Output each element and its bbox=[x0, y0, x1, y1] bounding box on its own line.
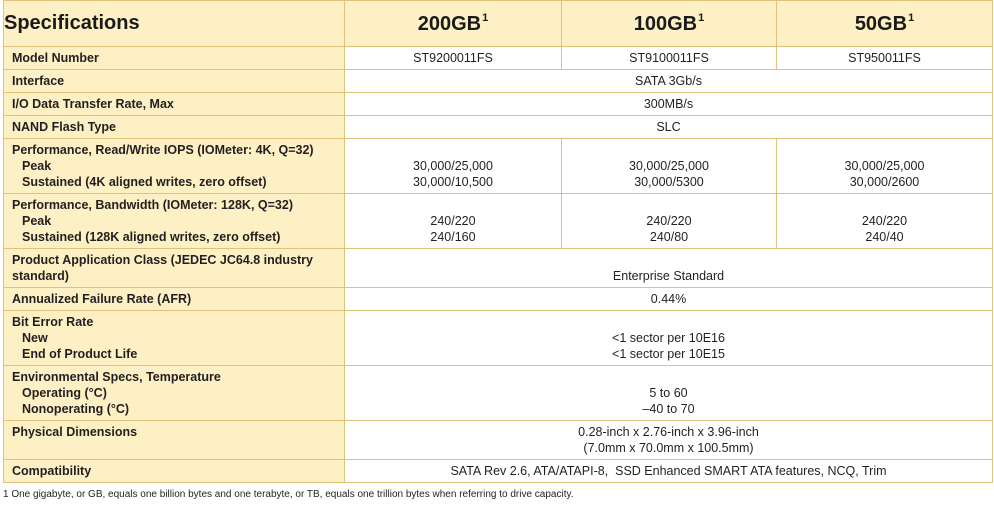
footnote-marker: 1 bbox=[908, 11, 915, 24]
cell-100gb: 240/220 240/80 bbox=[561, 193, 777, 249]
row-label: Performance, Read/Write IOPS (IOMeter: 4… bbox=[3, 138, 345, 194]
row-label-sub: Peak bbox=[22, 159, 52, 173]
row-label-sub: Sustained (128K aligned writes, zero off… bbox=[22, 230, 281, 244]
cell-all: <1 sector per 10E16 <1 sector per 10E15 bbox=[344, 310, 993, 366]
row-label: I/O Data Transfer Rate, Max bbox=[3, 92, 345, 116]
cell-50gb: 30,000/25,000 30,000/2600 bbox=[776, 138, 993, 194]
cell-50gb: ST950011FS bbox=[776, 46, 993, 70]
row-nand-type: NAND Flash Type SLC bbox=[3, 115, 993, 139]
row-label: Environmental Specs, Temperature Operati… bbox=[3, 365, 345, 421]
cell-all: Enterprise Standard bbox=[344, 248, 993, 288]
row-label-main: Bit Error Rate bbox=[12, 315, 94, 329]
row-bit-error-rate: Bit Error Rate New End of Product Life <… bbox=[3, 310, 993, 366]
row-label-main: Environmental Specs, Temperature bbox=[12, 370, 221, 384]
footnote: 1 One gigabyte, or GB, equals one billio… bbox=[3, 489, 574, 500]
cell-all: 300MB/s bbox=[344, 92, 993, 116]
row-application-class: Product Application Class (JEDEC JC64.8 … bbox=[3, 248, 993, 288]
footnote-marker: 1 bbox=[482, 11, 489, 24]
row-iops: Performance, Read/Write IOPS (IOMeter: 4… bbox=[3, 138, 993, 194]
row-label: Performance, Bandwidth (IOMeter: 128K, Q… bbox=[3, 193, 345, 249]
cell-100gb: 30,000/25,000 30,000/5300 bbox=[561, 138, 777, 194]
column-header-50gb: 50GB1 bbox=[776, 0, 993, 47]
row-label-sub: Peak bbox=[22, 214, 52, 228]
row-environmental: Environmental Specs, Temperature Operati… bbox=[3, 365, 993, 421]
row-label: Annualized Failure Rate (AFR) bbox=[3, 287, 345, 311]
cell-all: SATA Rev 2.6, ATA/ATAPI-8, SSD Enhanced … bbox=[344, 459, 993, 483]
row-compatibility: Compatibility SATA Rev 2.6, ATA/ATAPI-8,… bbox=[3, 459, 993, 483]
cell-all: 5 to 60 –40 to 70 bbox=[344, 365, 993, 421]
footnote-marker: 1 bbox=[698, 11, 705, 24]
cell-all: SLC bbox=[344, 115, 993, 139]
row-label-main: Performance, Bandwidth (IOMeter: 128K, Q… bbox=[12, 198, 293, 212]
row-label-sub: Nonoperating (°C) bbox=[22, 402, 130, 416]
header-row: Specifications 200GB1 100GB1 50GB1 bbox=[3, 0, 993, 47]
row-transfer-rate: I/O Data Transfer Rate, Max 300MB/s bbox=[3, 92, 993, 116]
cell-all: 0.28-inch x 2.76-inch x 3.96-inch (7.0mm … bbox=[344, 420, 993, 460]
specifications-table: Specifications 200GB1 100GB1 50GB1 Model… bbox=[3, 0, 993, 483]
cell-50gb: 240/220 240/40 bbox=[776, 193, 993, 249]
cell-200gb: ST9200011FS bbox=[344, 46, 562, 70]
cell-all: 0.44% bbox=[344, 287, 993, 311]
row-label: Physical Dimensions bbox=[3, 420, 345, 460]
row-label-sub: Sustained (4K aligned writes, zero offse… bbox=[22, 175, 267, 189]
cell-100gb: ST9100011FS bbox=[561, 46, 777, 70]
row-label-sub: End of Product Life bbox=[22, 347, 138, 361]
column-header-200gb: 200GB1 bbox=[344, 0, 562, 47]
row-label: Product Application Class (JEDEC JC64.8 … bbox=[3, 248, 345, 288]
row-label-sub: Operating (°C) bbox=[22, 386, 107, 400]
row-label: Compatibility bbox=[3, 459, 345, 483]
column-header-100gb: 100GB1 bbox=[561, 0, 777, 47]
row-physical-dimensions: Physical Dimensions 0.28-inch x 2.76-inc… bbox=[3, 420, 993, 460]
row-label-main: Performance, Read/Write IOPS (IOMeter: 4… bbox=[12, 143, 314, 157]
cell-200gb: 30,000/25,000 30,000/10,500 bbox=[344, 138, 562, 194]
row-label: Bit Error Rate New End of Product Life bbox=[3, 310, 345, 366]
cell-all: SATA 3Gb/s bbox=[344, 69, 993, 93]
row-bandwidth: Performance, Bandwidth (IOMeter: 128K, Q… bbox=[3, 193, 993, 249]
row-afr: Annualized Failure Rate (AFR) 0.44% bbox=[3, 287, 993, 311]
row-label: NAND Flash Type bbox=[3, 115, 345, 139]
row-model-number: Model Number ST9200011FS ST9100011FS ST9… bbox=[3, 46, 993, 70]
row-label: Model Number bbox=[3, 46, 345, 70]
row-interface: Interface SATA 3Gb/s bbox=[3, 69, 993, 93]
row-label-sub: New bbox=[22, 331, 48, 345]
row-label: Interface bbox=[3, 69, 345, 93]
cell-200gb: 240/220 240/160 bbox=[344, 193, 562, 249]
table-title: Specifications bbox=[3, 0, 345, 47]
